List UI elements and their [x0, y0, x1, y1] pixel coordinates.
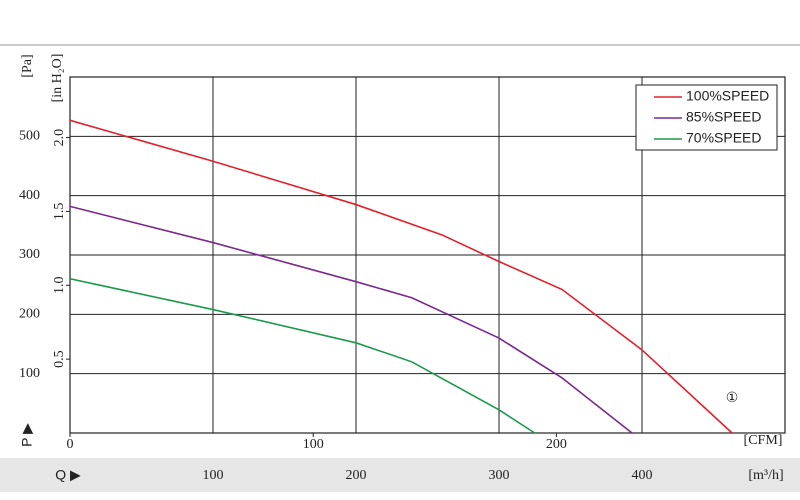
- curve: [69, 119, 733, 434]
- curve: [69, 277, 536, 434]
- y-tick-label: 300: [19, 247, 40, 262]
- annotation: ①: [726, 391, 739, 406]
- y2-tick-label: 1.5: [52, 203, 67, 221]
- x2-tick-label: 100: [303, 437, 324, 452]
- legend-label: 70%SPEED: [686, 130, 761, 146]
- y2-label: [in H₂O]: [50, 54, 65, 103]
- p-label: P ▶: [19, 423, 35, 447]
- legend-label: 85%SPEED: [686, 109, 761, 125]
- x-tick-label: 300: [489, 468, 510, 483]
- y2-tick-label: 1.0: [52, 277, 67, 295]
- y2-tick-label: 0.5: [52, 350, 67, 368]
- y-tick-label: 500: [19, 129, 40, 144]
- y-tick-label: 100: [19, 366, 40, 381]
- y-tick-label: 400: [19, 188, 40, 203]
- x-label: [m³/h]: [748, 468, 783, 483]
- y-label: [Pa]: [20, 54, 35, 77]
- x-tick-label: 100: [203, 468, 224, 483]
- q-band: [0, 458, 800, 492]
- x2-tick-label: 200: [546, 437, 567, 452]
- x2-tick-label: 0: [67, 437, 74, 452]
- curve: [69, 205, 633, 434]
- legend-label: 100%SPEED: [686, 88, 769, 104]
- x2-label: [CFM]: [744, 433, 783, 448]
- x-tick-label: 200: [346, 468, 367, 483]
- y2-tick-label: 2.0: [52, 129, 67, 147]
- x-tick-label: 400: [632, 468, 653, 483]
- q-label: Q ▶: [55, 467, 81, 483]
- y-tick-label: 200: [19, 307, 40, 322]
